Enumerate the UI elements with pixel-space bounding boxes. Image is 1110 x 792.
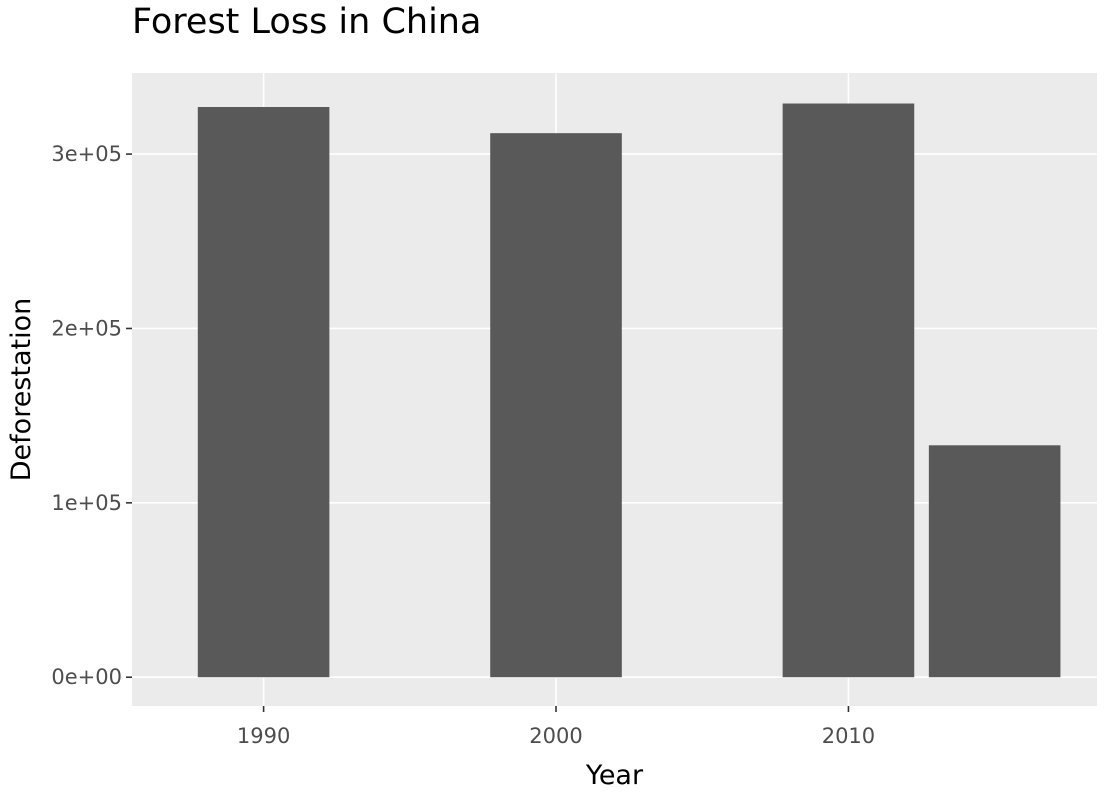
x-tick-label: 2010 — [822, 724, 875, 748]
chart-title: Forest Loss in China — [132, 2, 481, 42]
bar-2000 — [490, 133, 622, 678]
y-axis: 0e+00 1e+05 2e+05 3e+05 — [51, 142, 132, 689]
y-tick-label: 1e+05 — [51, 491, 122, 515]
x-axis: 1990 2000 2010 — [237, 706, 875, 748]
x-tick-label: 2000 — [529, 724, 582, 748]
y-axis-title: Deforestation — [6, 298, 37, 481]
x-tick-label: 1990 — [237, 724, 290, 748]
bar-2010 — [782, 103, 915, 678]
bars-group — [197, 103, 1061, 678]
y-tick-label: 2e+05 — [51, 316, 122, 340]
bar-2015 — [928, 445, 1061, 678]
bar-1990 — [197, 107, 330, 678]
y-tick-label: 0e+00 — [51, 665, 122, 689]
y-tick-label: 3e+05 — [51, 142, 122, 166]
x-axis-title: Year — [585, 760, 644, 791]
